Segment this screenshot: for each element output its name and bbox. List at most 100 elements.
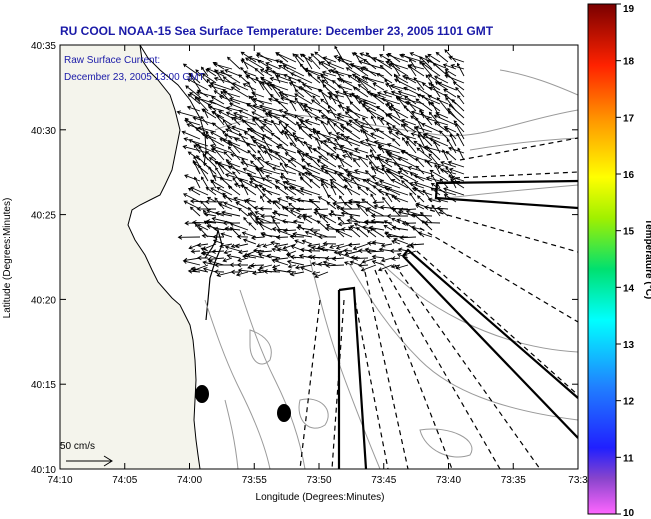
x-tick-label: 73:40 (436, 475, 461, 486)
current-vector (275, 234, 289, 240)
colorbar-tick-label: 17 (623, 113, 635, 124)
current-vector (295, 207, 313, 213)
current-vector (417, 131, 433, 147)
annotation-line-2: December 23, 2005 13:00 GMT (64, 72, 205, 83)
current-vector (389, 248, 401, 254)
buoy-marker (195, 385, 209, 403)
current-vector (366, 229, 377, 238)
current-vector (366, 249, 385, 255)
current-vector (433, 114, 457, 126)
current-vector (294, 93, 313, 105)
current-vector (222, 130, 233, 140)
current-vector (374, 181, 393, 189)
current-vector (449, 133, 457, 147)
current-vector (225, 158, 241, 175)
current-vector (428, 82, 441, 91)
scale-label: 50 cm/s (60, 441, 95, 452)
current-vector (349, 101, 361, 112)
current-vector (259, 69, 273, 77)
current-vector (365, 108, 385, 119)
current-vector (402, 123, 417, 133)
current-vector (392, 125, 409, 140)
current-vector (368, 142, 377, 154)
current-vector (213, 62, 233, 70)
current-vector (361, 198, 377, 210)
current-vector (276, 247, 289, 252)
current-vector (271, 258, 289, 266)
current-vector (381, 167, 393, 182)
current-vector (353, 256, 369, 261)
current-vector (257, 149, 265, 161)
current-vector (211, 122, 225, 133)
current-vector (431, 101, 441, 119)
current-vector (386, 234, 409, 239)
current-vector (236, 234, 249, 240)
current-vector (265, 62, 281, 70)
current-vector (383, 185, 409, 196)
current-vector (354, 75, 369, 91)
current-vector (202, 153, 217, 168)
current-vector (297, 86, 321, 98)
current-vector (434, 163, 441, 175)
current-vector (275, 145, 297, 154)
current-vector (436, 97, 449, 112)
current-vector (451, 99, 465, 112)
buoy-marker (277, 404, 291, 422)
colorbar-ticks: 19 18 17 16 15 14 13 12 11 10 (616, 3, 635, 519)
current-vector (270, 83, 289, 98)
current-vector (357, 204, 369, 217)
current-vector (261, 188, 281, 196)
current-vector (247, 149, 257, 161)
current-vector (293, 137, 313, 147)
current-vector (195, 143, 217, 154)
current-vector (358, 60, 385, 70)
current-vector (405, 140, 417, 154)
current-vector (229, 226, 241, 238)
current-vector (186, 105, 201, 112)
current-vector (326, 61, 345, 70)
current-vector (409, 58, 417, 70)
current-vector (222, 76, 241, 91)
current-vector (273, 243, 289, 249)
current-vector (456, 132, 465, 147)
current-vector (265, 174, 281, 182)
current-vector (232, 116, 257, 126)
current-vector (385, 53, 409, 63)
current-vector (327, 96, 345, 105)
current-vector (214, 160, 233, 175)
current-vector (213, 226, 233, 232)
current-vector (445, 166, 457, 182)
current-vector (249, 177, 273, 189)
current-vector (221, 210, 241, 217)
current-vector (444, 74, 465, 84)
current-vector (353, 158, 361, 168)
current-vector (447, 160, 465, 168)
current-vector (424, 159, 433, 168)
current-vector (289, 99, 297, 112)
current-vector (428, 153, 441, 168)
current-vector (303, 108, 321, 119)
current-vector (311, 270, 321, 276)
y-tick-label: 40:35 (31, 41, 56, 52)
current-vector (392, 195, 409, 203)
current-vector (429, 169, 449, 182)
current-vector (405, 101, 425, 112)
current-vector (255, 76, 265, 91)
current-vector (290, 158, 305, 168)
current-vector (399, 53, 425, 63)
current-vector (361, 103, 377, 119)
current-vector (198, 164, 209, 182)
current-vector (422, 189, 433, 203)
current-vector (365, 187, 377, 196)
current-vector (317, 261, 329, 267)
current-vector (195, 223, 201, 231)
current-vector (320, 120, 329, 133)
current-vector (327, 131, 345, 140)
current-vector (393, 237, 409, 245)
current-vector (332, 146, 353, 154)
current-vector (337, 104, 353, 112)
current-vector (376, 91, 393, 98)
current-vector (261, 134, 281, 147)
current-vector (384, 103, 401, 112)
current-vector (353, 168, 369, 175)
